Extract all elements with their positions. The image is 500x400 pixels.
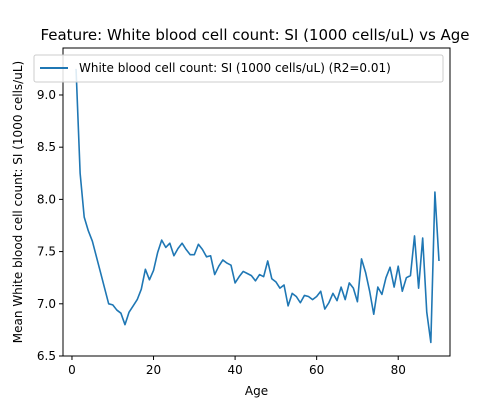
y-tick-label: 7.0 xyxy=(37,297,56,311)
y-tick-label: 9.0 xyxy=(37,88,56,102)
legend-box xyxy=(33,54,444,83)
x-tick-label: 20 xyxy=(146,363,161,377)
x-axis: 0 20 40 60 80 xyxy=(68,356,406,377)
x-tick-label: 40 xyxy=(227,363,242,377)
y-tick-label: 7.5 xyxy=(37,245,56,259)
series-layer xyxy=(75,68,440,344)
x-tick-label: 80 xyxy=(391,363,406,377)
y-axis-label: Mean White blood cell count: SI (1000 ce… xyxy=(11,61,25,343)
y-tick-label: 6.5 xyxy=(37,349,56,363)
plot-area xyxy=(62,47,451,357)
legend: White blood cell count: SI (1000 cells/u… xyxy=(33,54,444,83)
y-tick-label: 8.5 xyxy=(37,140,56,154)
series-line xyxy=(75,68,440,344)
x-tick-label: 0 xyxy=(68,363,76,377)
legend-entry-label: White blood cell count: SI (1000 cells/u… xyxy=(79,61,391,75)
y-tick-label: 8.0 xyxy=(37,192,56,206)
chart-title: Feature: White blood cell count: SI (100… xyxy=(40,26,469,44)
x-tick-label: 60 xyxy=(309,363,324,377)
y-axis: 6.5 7.0 7.5 8.0 8.5 9.0 xyxy=(37,88,63,363)
x-axis-label: Age xyxy=(245,384,268,398)
